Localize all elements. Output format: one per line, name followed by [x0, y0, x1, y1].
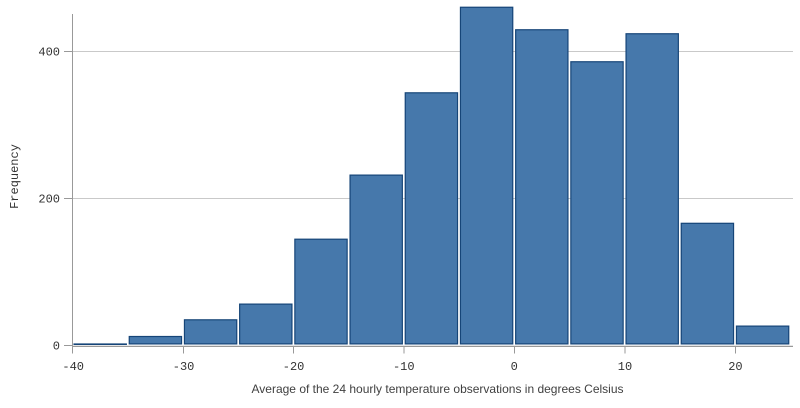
- svg-text:0: 0: [53, 340, 60, 354]
- svg-text:Frequency: Frequency: [8, 144, 22, 209]
- svg-text:400: 400: [38, 45, 60, 59]
- svg-text:-10: -10: [393, 360, 415, 374]
- svg-text:200: 200: [38, 192, 60, 206]
- svg-text:-20: -20: [283, 360, 305, 374]
- svg-text:20: 20: [728, 360, 742, 374]
- svg-text:0: 0: [511, 360, 518, 374]
- svg-text:-30: -30: [173, 360, 195, 374]
- svg-text:-40: -40: [62, 360, 84, 374]
- svg-text:Average of the 24 hourly tempe: Average of the 24 hourly temperature obs…: [252, 382, 624, 396]
- svg-text:10: 10: [618, 360, 632, 374]
